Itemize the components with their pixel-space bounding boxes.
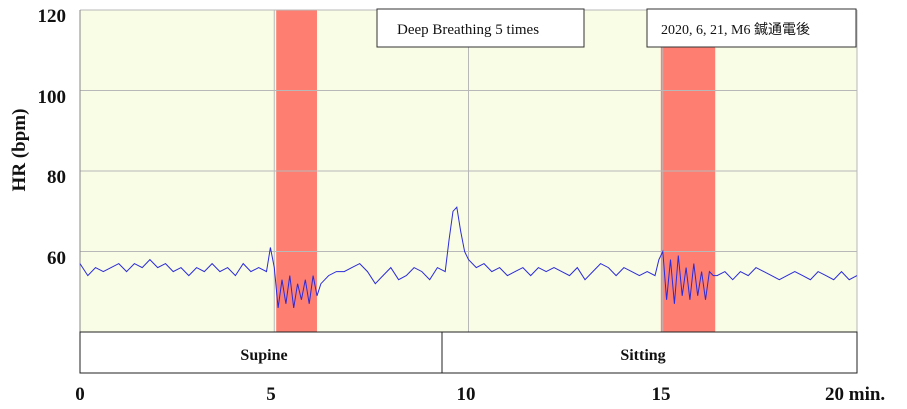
annotation-box-2: 2020, 6, 21, M6 鍼通電後 [646, 8, 857, 48]
phase-supine-box [79, 331, 443, 374]
y-tick-label-60: 60 [47, 248, 66, 269]
phase-supine-label: Supine [240, 347, 287, 364]
annotation-date-note: 2020, 6, 21, M6 鍼通電後 [661, 21, 810, 38]
y-axis-label: HR (bpm) [9, 109, 30, 192]
y-tick-label-100: 100 [38, 87, 67, 108]
x-tick-label-0: 0 [75, 384, 85, 405]
y-tick-label-80: 80 [47, 167, 66, 188]
phase-bar: Supine Sitting [79, 331, 858, 374]
annotation-box-1: Deep Breathing 5 times [376, 8, 585, 48]
x-tick-label-15: 15 [652, 384, 671, 405]
annotation-deep-breathing: Deep Breathing 5 times [397, 22, 539, 38]
phase-sitting-box [441, 331, 858, 374]
x-tick-labels: 0 5 10 15 20 min. [75, 384, 885, 405]
hr-series-line [79, 206, 858, 308]
y-tick-label-120: 120 [38, 6, 67, 27]
y-tick-labels: 60 80 100 120 [38, 6, 67, 269]
x-tick-label-10: 10 [457, 384, 476, 405]
x-tick-label-5: 5 [266, 384, 276, 405]
x-tick-label-20: 20 min. [825, 384, 885, 405]
phase-sitting-label: Sitting [620, 347, 665, 364]
